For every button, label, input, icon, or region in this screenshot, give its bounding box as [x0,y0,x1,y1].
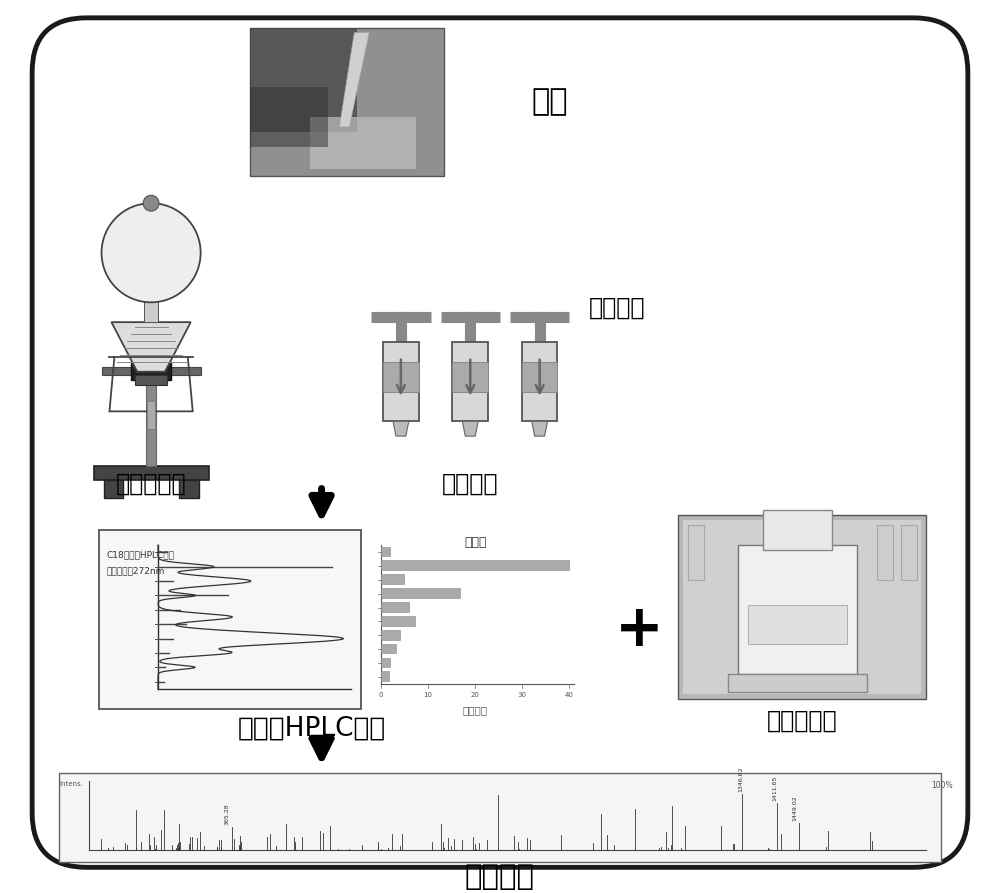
Bar [901,525,917,580]
Text: 质谱解析: 质谱解析 [465,864,535,891]
Text: 40: 40 [565,692,574,697]
Bar [179,480,199,497]
Bar [877,525,893,580]
Bar [381,616,415,626]
Polygon shape [339,33,369,127]
Bar [104,480,123,497]
Bar [250,28,357,132]
Bar [381,547,390,556]
Bar [147,402,155,430]
Bar [381,657,390,667]
Polygon shape [111,322,191,371]
Text: 正丁醇萃取: 正丁醇萃取 [116,472,186,496]
Text: 紫外波长：272nm: 紫外波长：272nm [106,566,165,575]
Bar [381,602,409,612]
Polygon shape [462,421,478,436]
Bar [678,515,926,699]
Bar [135,375,167,385]
Text: 1346.62: 1346.62 [738,766,743,792]
Bar [381,672,389,681]
Text: 30: 30 [518,692,527,697]
Bar [683,521,921,694]
Bar [102,367,201,375]
Bar [310,117,416,169]
Text: 1449.02: 1449.02 [792,795,797,821]
Bar [250,88,328,146]
Text: 10: 10 [424,692,433,697]
Text: Intens.: Intens. [60,781,84,787]
Text: 0: 0 [379,692,383,697]
Bar [381,644,396,654]
Circle shape [102,204,201,303]
Text: 半制备HPLC分离: 半制备HPLC分离 [238,715,386,741]
Bar [383,342,419,421]
Text: 固相萃取: 固相萃取 [442,472,499,496]
Bar [381,561,569,570]
Polygon shape [532,421,548,436]
FancyBboxPatch shape [32,18,968,867]
Bar [99,530,361,709]
Bar [728,674,867,692]
Bar [688,525,704,580]
Polygon shape [393,421,409,436]
Text: C18半制备HPLC色谱: C18半制备HPLC色谱 [106,550,174,559]
Bar [452,362,488,391]
Text: 电子舌筛选: 电子舌筛选 [767,709,838,732]
Bar [522,342,557,421]
Bar [748,605,847,644]
Bar [738,545,857,674]
Text: 初步分离: 初步分离 [589,296,646,320]
Text: 酒样: 酒样 [531,88,568,117]
Text: 苦味强度: 苦味强度 [463,705,488,714]
Bar [144,289,158,322]
Text: 100%: 100% [931,781,953,790]
Bar [146,288,156,466]
Bar [522,362,557,391]
Bar [381,588,460,598]
Bar [763,511,832,550]
Text: 电子舌: 电子舌 [464,536,486,548]
Bar [59,773,941,863]
Bar [452,342,488,421]
Text: 365.28: 365.28 [225,804,230,825]
Circle shape [143,196,159,211]
Bar [383,362,419,391]
Text: +: + [614,601,663,658]
Bar [381,630,400,639]
Text: 1411.65: 1411.65 [772,775,777,801]
Bar [131,362,171,380]
Bar [381,574,404,584]
Bar [94,466,209,480]
Bar [250,28,444,177]
Text: 20: 20 [471,692,480,697]
